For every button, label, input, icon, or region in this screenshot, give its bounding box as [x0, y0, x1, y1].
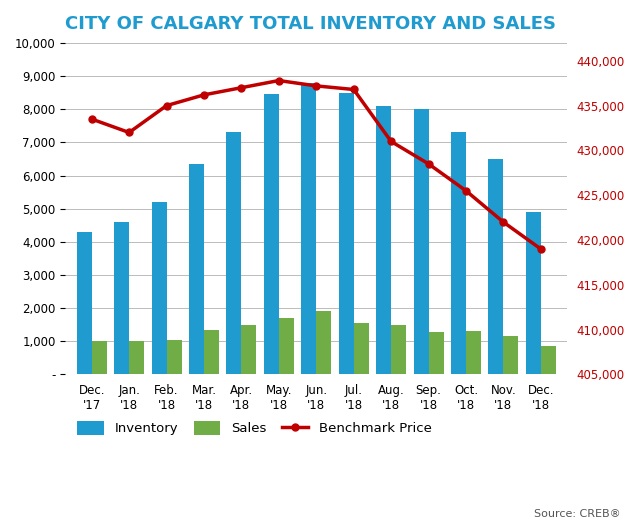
- Benchmark Price: [125, 129, 133, 136]
- Bar: [129, 341, 144, 375]
- Benchmark Price: [500, 219, 508, 225]
- Bar: [354, 323, 369, 375]
- Bar: [77, 232, 92, 375]
- Line: Benchmark Price: Benchmark Price: [88, 77, 544, 253]
- Bar: [466, 331, 481, 375]
- Bar: [526, 212, 541, 375]
- Text: CITY OF CALGARY TOTAL INVENTORY AND SALES: CITY OF CALGARY TOTAL INVENTORY AND SALE…: [65, 15, 556, 33]
- Bar: [204, 330, 219, 375]
- Bar: [301, 83, 316, 375]
- Bar: [264, 94, 279, 375]
- Benchmark Price: [462, 188, 470, 194]
- Bar: [451, 133, 466, 375]
- Benchmark Price: [312, 83, 320, 89]
- Bar: [241, 325, 257, 375]
- Bar: [339, 93, 354, 375]
- Bar: [504, 336, 518, 375]
- Bar: [541, 346, 556, 375]
- Bar: [429, 332, 444, 375]
- Benchmark Price: [387, 138, 395, 145]
- Bar: [92, 341, 107, 375]
- Benchmark Price: [237, 84, 245, 91]
- Bar: [316, 311, 332, 375]
- Benchmark Price: [537, 246, 545, 252]
- Bar: [376, 106, 391, 375]
- Benchmark Price: [200, 92, 208, 98]
- Benchmark Price: [425, 161, 433, 167]
- Benchmark Price: [275, 78, 283, 84]
- Bar: [488, 159, 504, 375]
- Bar: [189, 164, 204, 375]
- Bar: [152, 202, 166, 375]
- Benchmark Price: [350, 86, 358, 93]
- Bar: [114, 222, 129, 375]
- Bar: [166, 340, 182, 375]
- Bar: [279, 318, 294, 375]
- Bar: [227, 133, 241, 375]
- Bar: [391, 325, 406, 375]
- Bar: [413, 109, 429, 375]
- Legend: Inventory, Sales, Benchmark Price: Inventory, Sales, Benchmark Price: [72, 416, 437, 441]
- Benchmark Price: [88, 116, 95, 122]
- Text: Source: CREB®: Source: CREB®: [534, 509, 621, 519]
- Benchmark Price: [163, 103, 170, 109]
